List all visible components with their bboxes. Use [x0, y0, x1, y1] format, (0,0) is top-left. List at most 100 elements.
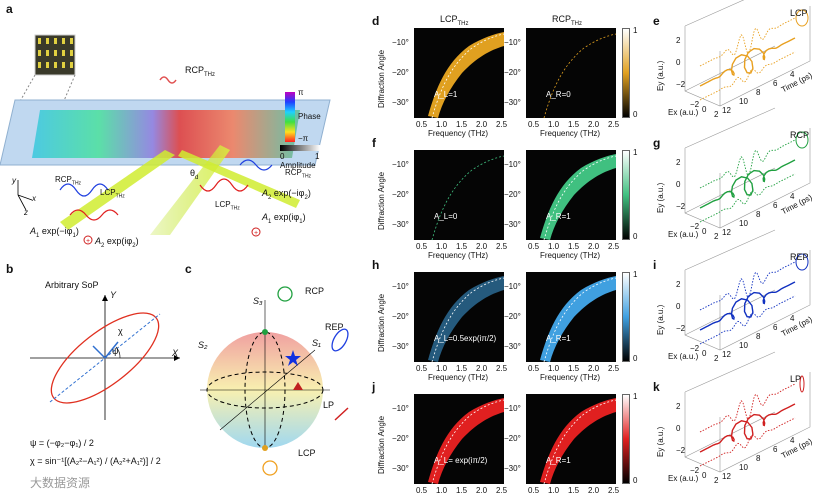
amplitude-annotation: A_R=1 — [546, 456, 571, 465]
diffraction-band — [540, 154, 616, 240]
s2-label: S₂ — [198, 340, 208, 350]
ey-projection — [699, 139, 796, 189]
amplitude-annotation: A_L= exp(iπ/2) — [434, 456, 488, 465]
ytick-label: −30° — [504, 464, 521, 473]
ytick-label: −30° — [392, 464, 409, 473]
ex-axis-label: Ex (a.u.) — [668, 230, 699, 239]
xtick-label: 1.0 — [436, 364, 448, 373]
heatmap-j-lcp — [414, 394, 505, 485]
axis-z-label: z — [24, 208, 28, 217]
xtick-label: 1.0 — [548, 120, 560, 129]
diffraction-angle-ylabel: Diffraction Angle — [377, 171, 386, 230]
rcp-wave-right — [239, 159, 273, 171]
ex-tick: 0 — [702, 227, 707, 236]
ytick-label: −20° — [504, 190, 521, 199]
xtick-label: 1.5 — [568, 242, 580, 251]
xtick-label: 2.0 — [588, 120, 600, 129]
xtick-label: 1.0 — [436, 486, 448, 495]
xtick-label: 0.5 — [528, 242, 540, 251]
ytick-label: −10° — [392, 160, 409, 169]
ytick-label: −10° — [504, 38, 521, 47]
reflected-beam-right — [178, 150, 300, 208]
ey-axis-label: Ey (a.u.) — [656, 304, 665, 335]
phase-bottom-label: −π — [298, 134, 309, 143]
left-amp-1: A1 exp(−iφ1) — [30, 226, 79, 239]
time-trace-g — [684, 107, 811, 229]
polarization-end-view — [799, 375, 805, 393]
ytick-label: −30° — [392, 220, 409, 229]
amplitude-annotation: A_R=1 — [546, 334, 571, 343]
ey-tick: 2 — [676, 158, 681, 167]
lcp-wave-right — [199, 178, 249, 192]
ex-tick: 2 — [714, 232, 719, 241]
ey-tick: −2 — [676, 446, 686, 455]
xtick-label: 1.5 — [568, 120, 580, 129]
polarization-state-label: REP — [790, 252, 809, 262]
ex-tick: 0 — [702, 471, 707, 480]
lcp-left-label: LCPTHz — [100, 188, 125, 200]
diffraction-angle-ylabel: Diffraction Angle — [377, 415, 386, 474]
rcp-incident-wave — [159, 76, 177, 84]
polarization-state-label: RCP — [790, 130, 810, 140]
xtick-label: 0.5 — [416, 242, 428, 251]
xtick-label: 2.5 — [608, 120, 620, 129]
ex-projection — [699, 51, 796, 101]
amplitude-annotation: A_L=1 — [434, 90, 458, 99]
colorbar-max: 1 — [633, 392, 638, 401]
panel-label-f: f — [372, 136, 376, 150]
left-amp-2: A2 exp(iφ2) — [95, 236, 139, 249]
time-tick: 6 — [773, 445, 778, 454]
xtick-label: 1.5 — [456, 364, 468, 373]
xtick-label: 2.0 — [476, 120, 488, 129]
right-amp-1: A1 exp(iφ1) — [262, 212, 306, 225]
xtick-label: 2.5 — [608, 486, 620, 495]
ex-tick: 2 — [714, 476, 719, 485]
heatmap-j-rcp — [526, 394, 617, 485]
theory-curve — [431, 277, 505, 363]
amplitude-annotation: A_L=0 — [434, 212, 458, 221]
theory-curve — [543, 33, 617, 119]
theory-curve — [431, 33, 505, 119]
col-header-rcp: RCPTHz — [552, 14, 583, 27]
xtick-label: 1.0 — [548, 486, 560, 495]
ytick-label: −20° — [504, 312, 521, 321]
svg-text:+: + — [86, 238, 90, 245]
ey-tick: 2 — [676, 280, 681, 289]
amplitude-annotation: A_R=0 — [546, 90, 571, 99]
colorbar-min: 0 — [633, 354, 638, 363]
xtick-label: 2.5 — [608, 364, 620, 373]
xtick-label: 1.0 — [436, 120, 448, 129]
s3-label: S₃ — [253, 296, 263, 306]
time-tick: 4 — [790, 314, 795, 323]
ey-projection — [699, 383, 796, 433]
phase-top-label: π — [298, 88, 304, 97]
xtick-label: 2.0 — [476, 486, 488, 495]
time-tick: 8 — [756, 332, 761, 341]
frequency-xlabel: Frequency (THz) — [540, 251, 601, 260]
xtick-label: 1.5 — [456, 242, 468, 251]
frequency-xlabel: Frequency (THz) — [428, 129, 489, 138]
poincare-sphere — [200, 286, 349, 476]
ytick-label: −10° — [504, 160, 521, 169]
xtick-label: 0.5 — [416, 364, 428, 373]
frequency-xlabel: Frequency (THz) — [428, 373, 489, 382]
ex-tick: 2 — [714, 110, 719, 119]
ex-projection — [699, 295, 796, 345]
axis-y-label: y — [12, 176, 16, 185]
ex-projection — [699, 417, 796, 467]
time-tick: 12 — [722, 472, 731, 481]
axes-box — [684, 0, 811, 107]
lcp-wave-left — [69, 209, 119, 221]
ytick-label: −30° — [504, 98, 521, 107]
colorbar-min: 0 — [633, 110, 638, 119]
ey-projection — [699, 17, 796, 67]
xtick-label: 0.5 — [416, 486, 428, 495]
heatmap-h-lcp — [414, 272, 505, 363]
ex-axis-label: Ex (a.u.) — [668, 474, 699, 483]
ey-tick: 0 — [676, 180, 681, 189]
time-tick: 10 — [739, 463, 748, 472]
ytick-label: −20° — [504, 434, 521, 443]
frequency-xlabel: Frequency (THz) — [540, 129, 601, 138]
ellipse-axis-x: X — [172, 348, 179, 358]
ey-tick: 0 — [676, 424, 681, 433]
